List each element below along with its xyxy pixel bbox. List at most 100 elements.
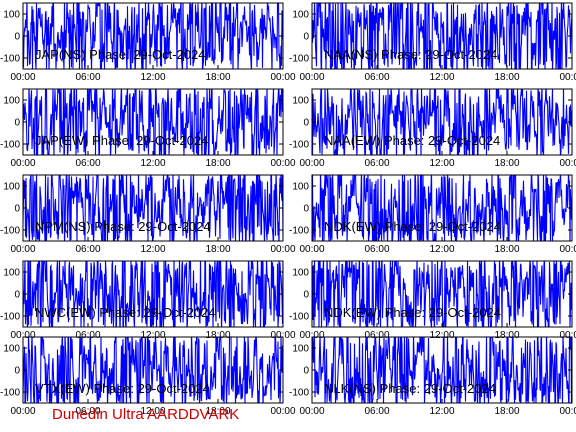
y-tick-label: 0 [303, 366, 309, 377]
x-tick-label: 18:00 [205, 330, 230, 341]
y-tick-label: 100 [3, 182, 20, 193]
series-line [23, 3, 283, 69]
series-line [312, 337, 572, 403]
chart-panel: 1000-10000:0006:0012:0018:0000:00NDK(EW)… [289, 260, 576, 341]
y-tick-label: -100 [0, 312, 20, 323]
x-tick-label: 00:00 [10, 72, 35, 83]
chart-panel: 1000-10000:0006:0012:0018:0000:00NAA(NS)… [289, 2, 576, 83]
x-tick-label: 06:00 [364, 158, 389, 169]
x-tick-label: 12:00 [429, 72, 454, 83]
x-tick-label: 12:00 [140, 72, 165, 83]
y-tick-label: 100 [292, 344, 309, 355]
x-tick-label: 00:00 [270, 406, 295, 417]
x-tick-label: 00:00 [299, 244, 324, 255]
y-tick-label: -100 [0, 226, 20, 237]
series-line [312, 3, 572, 69]
y-tick-label: 100 [292, 96, 309, 107]
x-tick-label: 12:00 [429, 406, 454, 417]
x-tick-label: 00:00 [270, 330, 295, 341]
y-tick-label: -100 [289, 140, 309, 151]
x-tick-label: 12:00 [429, 244, 454, 255]
x-tick-label: 18:00 [205, 406, 230, 417]
x-tick-label: 12:00 [140, 330, 165, 341]
y-tick-label: -100 [0, 54, 20, 65]
y-tick-label: 100 [3, 344, 20, 355]
chart-panel: 1000-10000:0006:0012:0018:0000:00NDK(EW)… [289, 174, 576, 255]
x-tick-label: 06:00 [364, 406, 389, 417]
x-tick-label: 00:00 [10, 406, 35, 417]
series-line [23, 337, 283, 403]
y-tick-label: 0 [303, 290, 309, 301]
x-tick-label: 18:00 [205, 158, 230, 169]
y-tick-label: -100 [289, 312, 309, 323]
x-tick-label: 06:00 [75, 72, 100, 83]
y-tick-label: 0 [303, 32, 309, 43]
x-tick-label: 00:00 [559, 72, 576, 83]
panel-title: NPM(NS) Phase: 29-Oct-2024 [35, 219, 211, 234]
series-line [312, 261, 572, 327]
x-tick-label: 18:00 [494, 72, 519, 83]
chart-panel: 1000-10000:0006:0012:0018:0000:00NLK(NS)… [289, 336, 576, 417]
x-tick-label: 00:00 [270, 72, 295, 83]
x-tick-label: 00:00 [299, 158, 324, 169]
x-tick-label: 06:00 [75, 244, 100, 255]
x-tick-label: 18:00 [494, 158, 519, 169]
x-tick-label: 00:00 [559, 330, 576, 341]
x-tick-label: 12:00 [140, 244, 165, 255]
x-tick-label: 12:00 [140, 158, 165, 169]
y-tick-label: -100 [289, 54, 309, 65]
y-tick-label: 100 [292, 10, 309, 21]
x-tick-label: 00:00 [559, 244, 576, 255]
y-tick-label: -100 [0, 140, 20, 151]
y-tick-label: 100 [292, 182, 309, 193]
x-tick-label: 06:00 [364, 330, 389, 341]
x-tick-label: 00:00 [10, 158, 35, 169]
x-tick-label: 18:00 [494, 406, 519, 417]
x-tick-label: 00:00 [559, 158, 576, 169]
panel-title: JAP(NS) Phase: 29-Oct-2024 [35, 47, 206, 62]
x-tick-label: 00:00 [10, 244, 35, 255]
x-tick-label: 18:00 [494, 330, 519, 341]
series-line [312, 89, 572, 155]
y-tick-label: 0 [14, 204, 20, 215]
y-tick-label: 100 [3, 96, 20, 107]
x-tick-label: 00:00 [270, 244, 295, 255]
footer-label: Dunedin Ultra AARDDVARK [52, 406, 239, 423]
y-tick-label: 100 [292, 268, 309, 279]
panel-title: JAP(EW) Phase: 29-Oct-2024 [35, 133, 208, 148]
x-tick-label: 06:00 [75, 406, 100, 417]
y-tick-label: 0 [14, 366, 20, 377]
x-tick-label: 06:00 [75, 158, 100, 169]
x-tick-label: 00:00 [270, 158, 295, 169]
panel-title: NAA(NS) Phase: 29-Oct-2024 [324, 47, 497, 62]
y-tick-label: 0 [14, 32, 20, 43]
x-tick-label: 00:00 [299, 406, 324, 417]
panel-title: NAA(EW) Phase: 29-Oct-2024 [324, 133, 500, 148]
x-tick-label: 06:00 [75, 330, 100, 341]
y-tick-label: -100 [0, 388, 20, 399]
x-tick-label: 12:00 [429, 330, 454, 341]
y-tick-label: 0 [14, 290, 20, 301]
x-tick-label: 00:00 [559, 406, 576, 417]
x-tick-label: 06:00 [364, 72, 389, 83]
y-tick-label: 100 [3, 268, 20, 279]
series-line [23, 175, 283, 241]
y-tick-label: -100 [289, 388, 309, 399]
x-tick-label: 12:00 [429, 158, 454, 169]
chart-panel: 1000-10000:0006:0012:0018:0000:00NAA(EW)… [289, 88, 576, 169]
x-tick-label: 18:00 [205, 72, 230, 83]
y-tick-label: -100 [289, 226, 309, 237]
panel-title: NLK(NS) Phase: 29-Oct-2024 [324, 381, 496, 396]
y-tick-label: 0 [303, 118, 309, 129]
panel-title: NDK(EW) Phase: 29-Oct-2024 [324, 305, 501, 320]
panel-title: VTX(EW) Phase: 29-Oct-2024 [35, 381, 210, 396]
x-tick-label: 18:00 [494, 244, 519, 255]
x-tick-label: 00:00 [299, 330, 324, 341]
panel-title: NWC(EW) Phase: 29-Oct-2024 [35, 305, 216, 320]
x-tick-label: 06:00 [364, 244, 389, 255]
